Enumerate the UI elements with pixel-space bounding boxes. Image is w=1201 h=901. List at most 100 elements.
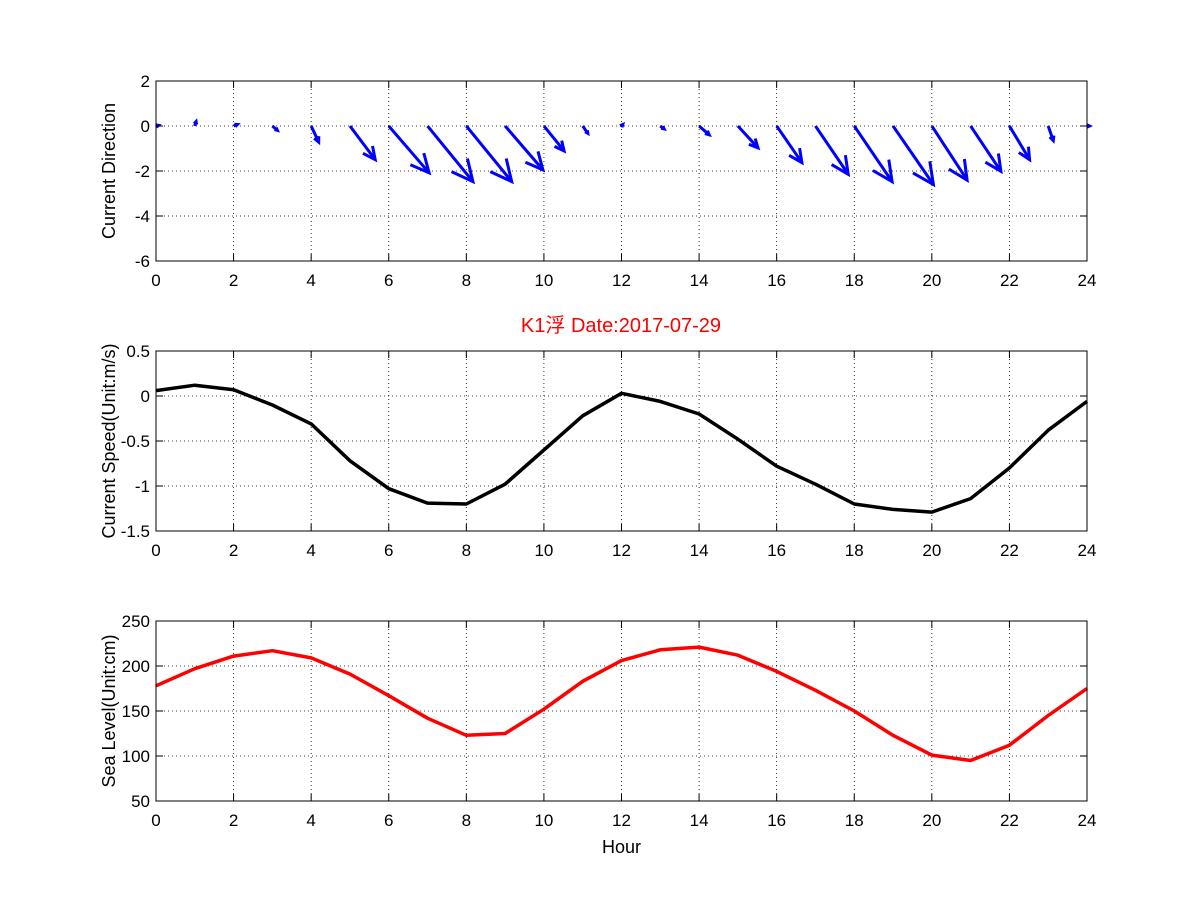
x-tick-label: 22 — [1000, 811, 1019, 830]
x-tick-label: 6 — [384, 271, 393, 290]
plot-area — [156, 621, 1087, 801]
arrow-head — [1017, 146, 1032, 163]
current-arrow — [271, 124, 281, 133]
x-tick-label: 18 — [845, 271, 864, 290]
y-tick-label: 200 — [122, 657, 150, 676]
x-tick-label: 0 — [151, 541, 160, 560]
y-tick-label: -0.5 — [121, 432, 150, 451]
x-tick-label: 14 — [690, 811, 709, 830]
y-tick-label: 0.5 — [126, 342, 150, 361]
current-arrow — [1008, 125, 1032, 163]
current-arrow — [309, 125, 321, 146]
arrow-head — [872, 159, 895, 185]
current-arrow — [619, 121, 626, 128]
y-tick-label: 150 — [122, 702, 150, 721]
x-tick-label: 12 — [612, 811, 631, 830]
y-tick-label: -4 — [135, 207, 150, 226]
x-tick-label: 20 — [922, 271, 941, 290]
arrow-head — [274, 127, 281, 133]
current-arrow — [465, 125, 514, 185]
current-arrow — [891, 125, 936, 188]
arrow-head — [192, 118, 199, 125]
arrow-head — [948, 158, 969, 183]
figure-title: K1浮 Date:2017-07-29 — [521, 314, 721, 337]
x-tick-label: 4 — [306, 271, 315, 290]
x-tick-label: 20 — [922, 811, 941, 830]
x-tick-label: 10 — [534, 271, 553, 290]
x-tick-label: 16 — [767, 271, 786, 290]
arrow-shaft — [775, 125, 804, 164]
arrow-head — [234, 122, 241, 128]
arrow-head — [912, 161, 936, 188]
arrow-shaft — [387, 125, 431, 174]
arrow-head — [450, 158, 476, 185]
y-tick-label: 0 — [141, 387, 150, 406]
plot-area — [156, 351, 1087, 531]
arrow-shaft — [930, 125, 969, 181]
x-tick-label: 6 — [384, 811, 393, 830]
x-tick-label: 8 — [462, 541, 471, 560]
x-tick-label: 16 — [767, 541, 786, 560]
x-tick-label: 12 — [612, 541, 631, 560]
x-tick-label: 0 — [151, 811, 160, 830]
arrow-shaft — [853, 125, 894, 183]
arrow-shaft — [969, 125, 1003, 173]
arrow-head — [619, 121, 626, 128]
x-tick-label: 4 — [306, 811, 315, 830]
arrow-head — [155, 123, 162, 129]
y-tick-label: -1 — [135, 477, 150, 496]
x-tick-label: 10 — [534, 541, 553, 560]
x-tick-label: 0 — [151, 271, 160, 290]
arrow-shaft — [503, 125, 545, 171]
arrow-head — [409, 152, 432, 176]
current-arrow — [659, 124, 667, 131]
y-tick-label: 100 — [122, 747, 150, 766]
arrow-shaft — [426, 125, 475, 183]
y-tick-label: 50 — [131, 792, 150, 811]
arrow-head — [489, 158, 514, 185]
current-arrow — [814, 125, 851, 178]
x-tick-label: 4 — [306, 541, 315, 560]
y-axis-label: Current Direction — [99, 103, 119, 239]
arrow-head — [788, 147, 804, 166]
x-tick-label: 14 — [690, 271, 709, 290]
y-tick-label: 0 — [141, 117, 150, 136]
x-tick-label: 6 — [384, 541, 393, 560]
x-tick-label: 16 — [767, 811, 786, 830]
arrow-head — [553, 140, 567, 154]
current-arrow — [233, 122, 241, 128]
arrow-shaft — [465, 125, 513, 183]
arrow-head — [704, 130, 712, 138]
x-tick-label: 18 — [845, 811, 864, 830]
current-arrow — [969, 125, 1003, 175]
arrow-head — [584, 130, 590, 137]
current-arrow — [930, 125, 969, 183]
arrow-head — [524, 151, 546, 173]
current-arrow — [503, 125, 546, 173]
x-axis-label: Hour — [602, 837, 641, 857]
x-tick-label: 24 — [1078, 811, 1097, 830]
x-tick-label: 2 — [229, 811, 238, 830]
y-tick-label: -2 — [135, 162, 150, 181]
arrow-head — [984, 153, 1003, 175]
arrow-shaft — [1008, 125, 1031, 161]
current-arrow — [192, 118, 199, 127]
current-arrow — [775, 125, 804, 166]
y-tick-label: 2 — [141, 72, 150, 91]
arrow-head — [830, 154, 851, 178]
arrow-shaft — [736, 124, 760, 149]
arrow-shaft — [814, 125, 850, 176]
current-arrow — [387, 125, 432, 176]
current-arrow — [426, 125, 476, 185]
arrow-shaft — [542, 125, 566, 152]
current-speed-panel: 0 2 4 6 8 10 12 14 16 18 20 22 24-1.5-1-0.500.5Curre… — [99, 342, 1096, 560]
x-tick-label: 8 — [462, 271, 471, 290]
arrow-head — [660, 125, 667, 131]
current-arrow — [581, 125, 590, 137]
x-tick-label: 14 — [690, 541, 709, 560]
x-tick-label: 8 — [462, 811, 471, 830]
y-axis-label: Current Speed(Unit:m/s) — [99, 343, 119, 538]
